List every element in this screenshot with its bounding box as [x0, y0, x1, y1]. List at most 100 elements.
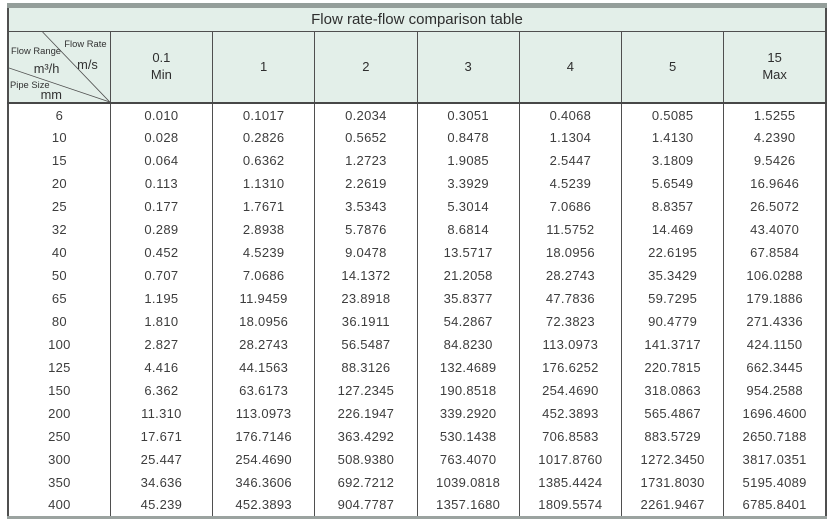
value-cell: 3817.0351 — [723, 448, 827, 471]
col-header-value: 5 — [669, 58, 677, 74]
value-cell: 44.1563 — [211, 356, 316, 379]
value-cell: 11.310 — [109, 402, 214, 425]
value-cell: 662.3445 — [723, 356, 827, 379]
value-cell: 2650.7188 — [723, 425, 827, 448]
value-cell: 1.5255 — [723, 103, 827, 126]
value-cell: 424.1150 — [723, 333, 827, 356]
value-cell: 452.3893 — [518, 402, 623, 425]
value-cell: 318.0863 — [620, 379, 725, 402]
value-cell: 1.7671 — [211, 195, 316, 218]
value-cell: 3.5343 — [314, 195, 418, 218]
value-cell: 0.2826 — [211, 126, 316, 149]
value-cell: 84.8230 — [416, 333, 520, 356]
value-cell: 6.362 — [109, 379, 214, 402]
value-cell: 1.1304 — [518, 126, 623, 149]
value-cell: 18.0956 — [211, 310, 316, 333]
value-cell: 3.1809 — [620, 149, 725, 172]
value-cell: 7.0686 — [518, 195, 623, 218]
pipe-size-cell: 10 — [7, 126, 111, 149]
value-cell: 17.671 — [109, 425, 214, 448]
value-cell: 692.7212 — [314, 471, 418, 494]
value-cell: 16.9646 — [723, 172, 827, 195]
pipe-size-cell: 100 — [7, 333, 111, 356]
pipe-size-cell: 300 — [7, 448, 111, 471]
pipe-size-cell: 200 — [7, 402, 111, 425]
value-cell: 34.636 — [109, 471, 214, 494]
col-header-1: 1 — [211, 31, 316, 104]
value-cell: 1731.8030 — [620, 471, 725, 494]
value-cell: 5.6549 — [620, 172, 725, 195]
table-body: 6 0.010 0.1017 0.2034 0.3051 0.4068 0.5085 1.52… — [7, 103, 827, 517]
value-cell: 11.5752 — [518, 218, 623, 241]
value-cell: 508.9380 — [314, 448, 418, 471]
table-row: 80 1.810 18.0956 36.1911 54.2867 72.3823 90.47… — [7, 310, 827, 333]
value-cell: 1696.4600 — [723, 402, 827, 425]
table-row: 250 17.671 176.7146 363.4292 530.1438 706.858… — [7, 425, 827, 448]
value-cell: 254.4690 — [518, 379, 623, 402]
value-cell: 5.7876 — [314, 218, 418, 241]
pipe-size-cell: 125 — [7, 356, 111, 379]
value-cell: 6785.8401 — [723, 494, 827, 517]
value-cell: 7.0686 — [211, 264, 316, 287]
diagonal-line-upper — [42, 32, 110, 102]
value-cell: 5.3014 — [416, 195, 520, 218]
value-cell: 1.4130 — [620, 126, 725, 149]
value-cell: 0.6362 — [211, 149, 316, 172]
value-cell: 190.8518 — [416, 379, 520, 402]
table-title: Flow rate-flow comparison table — [8, 5, 826, 32]
value-cell: 2.8938 — [211, 218, 316, 241]
table-row: 20 0.113 1.1310 2.2619 3.3929 4.5239 5.6549 16.… — [7, 172, 827, 195]
table-row: 50 0.707 7.0686 14.1372 21.2058 28.2743 35.342… — [7, 264, 827, 287]
value-cell: 22.6195 — [620, 241, 725, 264]
pipe-size-cell: 350 — [7, 471, 111, 494]
table-row: 65 1.195 11.9459 23.8918 35.8377 47.7836 59.72… — [7, 287, 827, 310]
table-row: 10 0.028 0.2826 0.5652 0.8478 1.1304 1.4130 4.2… — [7, 126, 827, 149]
value-cell: 254.4690 — [211, 448, 316, 471]
value-cell: 1.810 — [109, 310, 214, 333]
col-header-6: 15 Max — [723, 31, 827, 104]
value-cell: 4.5239 — [211, 241, 316, 264]
col-header-sub: Min — [150, 67, 172, 82]
col-header-3: 3 — [416, 31, 520, 104]
col-header-value: 2 — [362, 58, 370, 74]
value-cell: 132.4689 — [416, 356, 520, 379]
value-cell: 1272.3450 — [620, 448, 725, 471]
value-cell: 90.4779 — [620, 310, 725, 333]
table-row: 6 0.010 0.1017 0.2034 0.3051 0.4068 0.5085 1.52… — [7, 103, 827, 126]
value-cell: 2.827 — [109, 333, 214, 356]
col-header-4: 4 — [518, 31, 623, 104]
value-cell: 67.8584 — [723, 241, 827, 264]
value-cell: 13.5717 — [416, 241, 520, 264]
value-cell: 35.8377 — [416, 287, 520, 310]
value-cell: 0.452 — [109, 241, 214, 264]
value-cell: 1357.1680 — [416, 494, 520, 517]
value-cell: 0.2034 — [314, 103, 418, 126]
value-cell: 1.1310 — [211, 172, 316, 195]
value-cell: 113.0973 — [211, 402, 316, 425]
value-cell: 904.7787 — [314, 494, 418, 517]
col-header-value: 0.1 — [152, 50, 171, 66]
pipe-size-cell: 15 — [7, 149, 111, 172]
value-cell: 179.1886 — [723, 287, 827, 310]
value-cell: 176.6252 — [518, 356, 623, 379]
value-cell: 14.1372 — [314, 264, 418, 287]
value-cell: 23.8918 — [314, 287, 418, 310]
value-cell: 565.4867 — [620, 402, 725, 425]
value-cell: 0.028 — [109, 126, 214, 149]
table-row: 25 0.177 1.7671 3.5343 5.3014 7.0686 8.8357 26.… — [7, 195, 827, 218]
pipe-size-cell: 32 — [7, 218, 111, 241]
flow-comparison-table: Flow rate-flow comparison table Flow Rat… — [7, 3, 827, 519]
value-cell: 113.0973 — [518, 333, 623, 356]
table-row: 200 11.310 113.0973 226.1947 339.2920 452.389… — [7, 402, 827, 425]
value-cell: 2261.9467 — [620, 494, 725, 517]
value-cell: 1039.0818 — [416, 471, 520, 494]
value-cell: 706.8583 — [518, 425, 623, 448]
table-row: 300 25.447 254.4690 508.9380 763.4070 1017.87… — [7, 448, 827, 471]
table-row: 15 0.064 0.6362 1.2723 1.9085 2.5447 3.1809 9.5… — [7, 149, 827, 172]
value-cell: 339.2920 — [416, 402, 520, 425]
col-header-value: 4 — [566, 58, 574, 74]
title-row: Flow rate-flow comparison table — [8, 5, 826, 32]
value-cell: 141.3717 — [620, 333, 725, 356]
pipe-size-cell: 6 — [7, 103, 111, 126]
